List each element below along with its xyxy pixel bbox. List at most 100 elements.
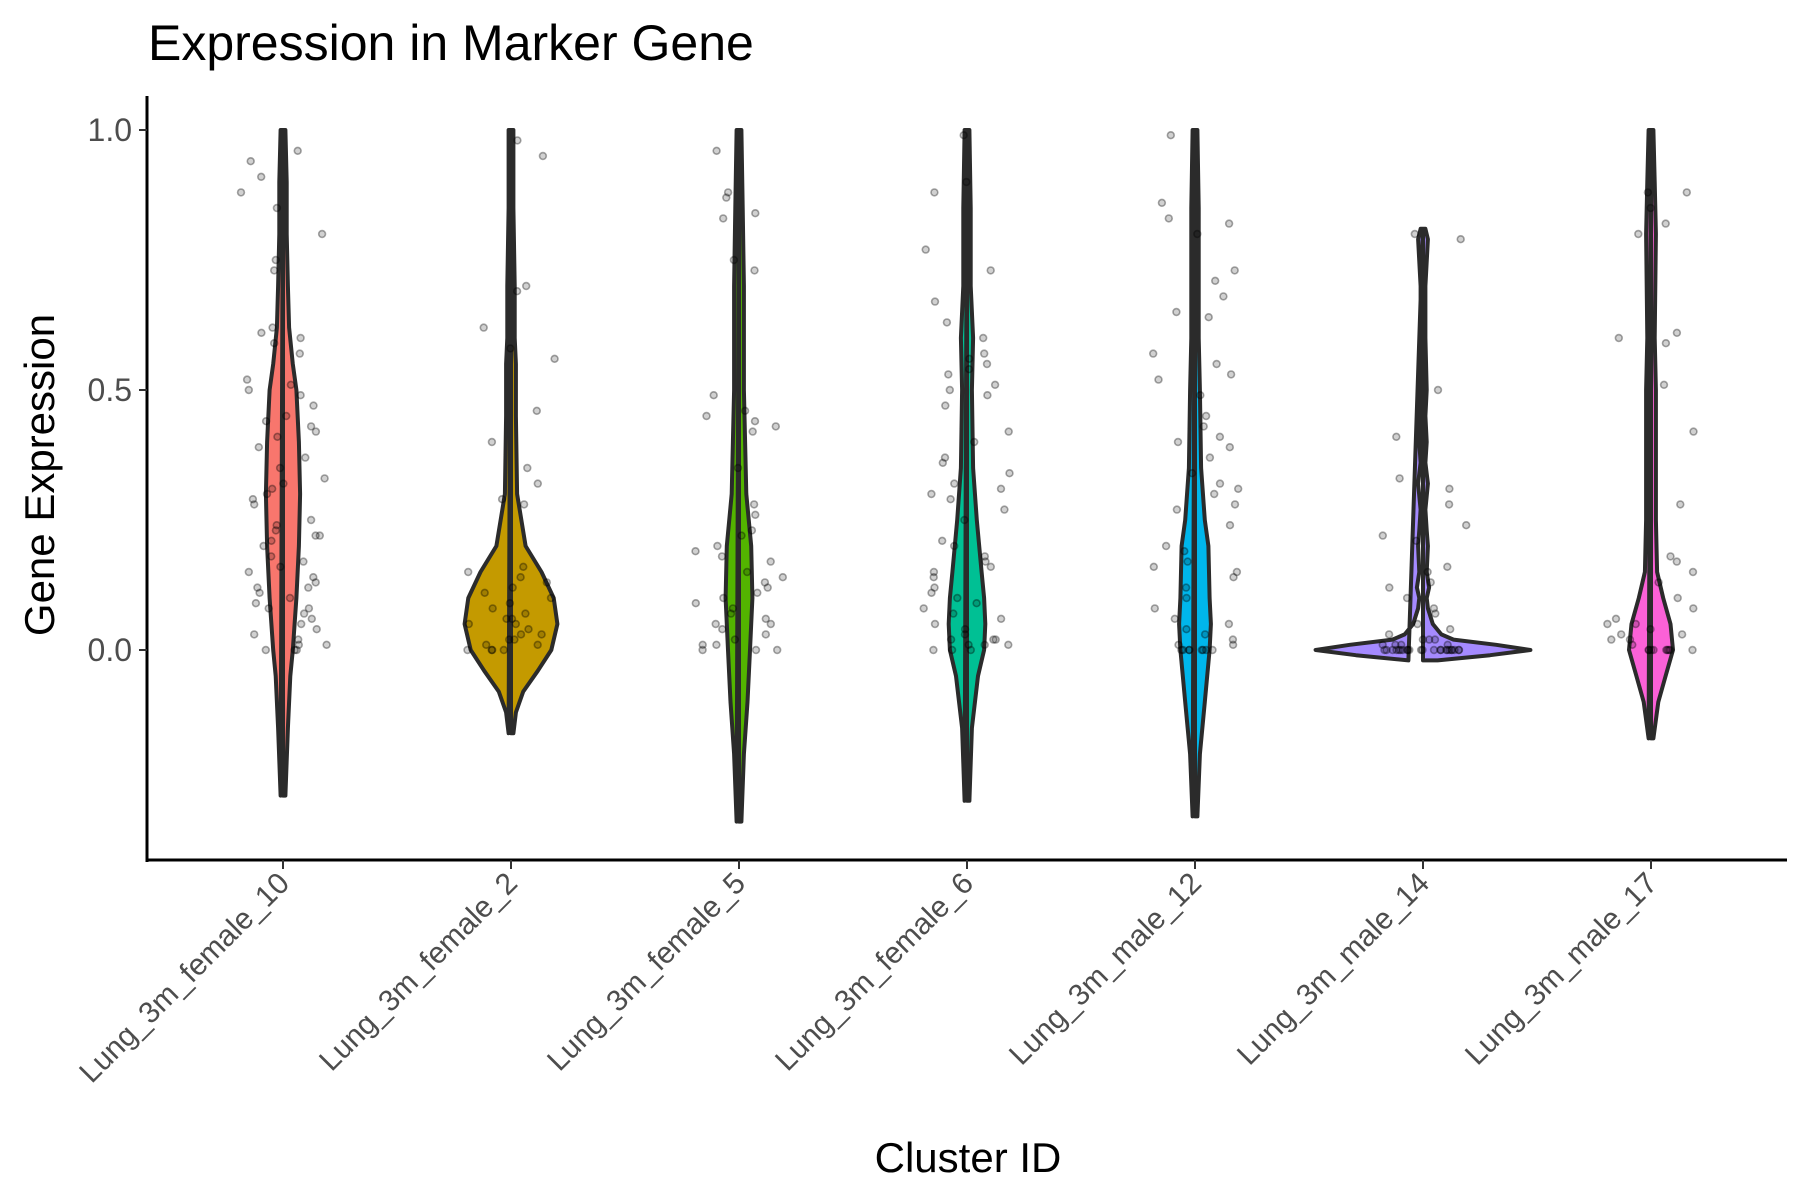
- data-point: [1616, 630, 1626, 639]
- data-point: [294, 640, 303, 649]
- data-point: [301, 453, 310, 462]
- data-point: [1196, 391, 1205, 400]
- data-point: [1161, 541, 1171, 551]
- data-point: [1631, 619, 1640, 629]
- data-point: [261, 645, 270, 655]
- data-point: [519, 500, 529, 509]
- y-axis-title: Gene Expression: [16, 314, 63, 636]
- data-point: [1454, 645, 1463, 655]
- data-point: [982, 359, 992, 369]
- data-point: [306, 422, 316, 431]
- data-point: [751, 510, 760, 519]
- data-point: [1230, 266, 1239, 275]
- data-point: [964, 365, 974, 374]
- data-point: [1403, 645, 1412, 655]
- data-point: [919, 604, 928, 613]
- data-point: [930, 619, 940, 629]
- data-point: [1182, 593, 1191, 603]
- violin-Lung_3m_female_10: [263, 128, 303, 798]
- data-point: [713, 541, 722, 551]
- data-point: [1461, 520, 1471, 530]
- data-point: [950, 479, 959, 488]
- data-point: [1157, 198, 1167, 208]
- data-point: [778, 572, 787, 582]
- data-point: [290, 645, 299, 655]
- data-point: [1672, 328, 1682, 337]
- data-point: [1443, 640, 1452, 649]
- data-point: [1423, 567, 1432, 577]
- data-point: [533, 640, 542, 649]
- data-point: [244, 567, 254, 577]
- data-point: [930, 188, 939, 197]
- data-point: [1676, 500, 1685, 509]
- data-point: [279, 479, 288, 488]
- data-point: [1394, 645, 1404, 655]
- data-point: [550, 354, 559, 363]
- data-point: [1388, 645, 1397, 655]
- data-point: [317, 229, 327, 239]
- data-point: [718, 214, 728, 223]
- data-point: [1456, 235, 1465, 244]
- data-point: [1150, 604, 1160, 613]
- data-point: [930, 583, 939, 592]
- data-point: [1429, 645, 1439, 655]
- x-axis-ticks: Lung_3m_female_10 Lung_3m_female_2 Lung_3m…: [73, 860, 1664, 1089]
- data-point: [268, 484, 277, 493]
- data-point: [510, 635, 519, 644]
- data-point: [949, 609, 958, 618]
- data-point: [761, 614, 770, 623]
- data-point: [1396, 640, 1406, 649]
- data-point: [1182, 624, 1191, 634]
- data-point: [772, 645, 782, 655]
- data-point: [1672, 557, 1682, 566]
- data-point: [521, 281, 531, 291]
- data-point: [1385, 583, 1394, 592]
- data-point: [1447, 645, 1456, 655]
- data-point: [262, 489, 272, 499]
- data-point: [972, 598, 981, 608]
- data-point: [304, 583, 313, 592]
- data-point: [1229, 572, 1238, 582]
- data-point: [1225, 520, 1235, 530]
- data-point: [750, 417, 760, 426]
- data-point: [927, 489, 936, 499]
- data-point: [728, 604, 738, 613]
- data-point: [1197, 645, 1207, 655]
- data-point: [965, 354, 974, 363]
- x-tick-label: Lung_3m_male_12: [1003, 867, 1208, 1072]
- data-point: [1426, 578, 1435, 587]
- data-point: [1443, 562, 1452, 571]
- data-point: [1208, 645, 1217, 655]
- data-point: [273, 432, 282, 441]
- data-point: [942, 318, 952, 327]
- data-point: [267, 536, 276, 545]
- data-point: [711, 619, 720, 629]
- x-tick-label: Lung_3m_female_2: [313, 867, 524, 1078]
- data-point: [717, 552, 727, 561]
- data-point: [1666, 552, 1675, 561]
- data-point: [763, 583, 772, 592]
- data-point: [729, 255, 739, 265]
- data-point: [1665, 645, 1675, 655]
- data-point: [1382, 645, 1391, 655]
- data-point: [294, 635, 303, 644]
- data-point: [1384, 630, 1394, 639]
- data-point: [1228, 640, 1238, 649]
- data-point: [285, 593, 295, 603]
- data-point: [1688, 645, 1697, 655]
- data-point: [255, 588, 264, 597]
- data-point: [750, 266, 759, 275]
- data-point: [264, 604, 273, 613]
- data-point: [1230, 500, 1240, 509]
- data-point: [1166, 131, 1176, 140]
- data-point: [286, 380, 296, 389]
- data-point: [748, 427, 757, 436]
- data-point: [508, 583, 517, 592]
- data-point: [691, 598, 700, 608]
- data-point: [944, 370, 953, 379]
- data-point: [1228, 635, 1238, 644]
- data-point: [1005, 469, 1014, 478]
- data-point: [309, 401, 318, 410]
- data-point: [306, 515, 316, 525]
